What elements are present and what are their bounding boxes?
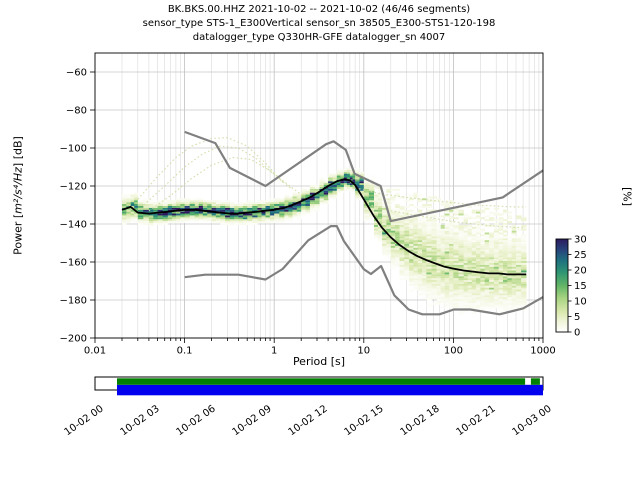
- colorbar: 0 5 10 15 20 25 30: [555, 235, 587, 339]
- y-tick-label: −120: [60, 182, 87, 193]
- x-tick-label: 1000: [530, 346, 555, 357]
- y-tick-label: −60: [66, 68, 87, 79]
- y-tick-label: −200: [60, 334, 87, 345]
- colorbar-tick-label: 0: [574, 328, 580, 339]
- colorbar-tick-label: 15: [574, 281, 587, 292]
- colorbar-tick-label: 20: [574, 266, 587, 277]
- time-tick-label: 10-03 00: [511, 403, 554, 438]
- x-tick-label: 100: [444, 346, 463, 357]
- nlnm-line: [184, 225, 544, 316]
- psd-histogram: [122, 167, 527, 315]
- time-tick-label: 10-02 03: [119, 403, 162, 438]
- y-tick-label: −100: [60, 144, 87, 155]
- y-tick-label: −80: [66, 106, 87, 117]
- psd-mean-line: [121, 178, 527, 276]
- noise-model-lines: [184, 130, 544, 316]
- colorbar-tick-label: 30: [574, 235, 587, 246]
- coverage-bar: [94, 376, 544, 396]
- colorbar-tick-label: 10: [574, 297, 587, 308]
- time-tick-label: 10-02 12: [287, 403, 330, 438]
- low-probability-psd-traces: [137, 137, 527, 229]
- y-tick-label: −160: [60, 258, 87, 269]
- time-tick-label: 10-02 00: [63, 403, 106, 438]
- y-tick-label: −140: [60, 220, 87, 231]
- colorbar-tick-label: 25: [574, 250, 587, 261]
- coverage-data-segment: [117, 384, 543, 396]
- plot-title-line-2: sensor_type STS-1_E300Vertical sensor_sn…: [142, 18, 496, 29]
- plot-title-line-1: BK.BKS.00.HHZ 2021-10-02 -- 2021-10-02 (…: [167, 4, 471, 15]
- colorbar-tick-label: 5: [574, 312, 580, 323]
- x-axis-ticks: 0.01 0.1 1 10 100 1000: [84, 338, 556, 357]
- coverage-psd-segment: [530, 378, 540, 385]
- y-axis-ticks: −60 −80 −100 −120 −140 −160 −180 −200: [60, 68, 95, 345]
- x-axis-label: Period [s]: [292, 355, 346, 368]
- time-tick-label: 10-02 06: [175, 403, 218, 438]
- colorbar-gradient: [556, 239, 568, 332]
- x-tick-label: 0.01: [84, 346, 106, 357]
- time-axis-labels: 10-02 00 10-02 03 10-02 06 10-02 09 10-02 12…: [63, 403, 554, 438]
- nhnm-line: [184, 130, 544, 223]
- time-tick-label: 10-02 09: [231, 403, 274, 438]
- x-tick-label: 10: [357, 346, 370, 357]
- y-tick-label: −180: [60, 296, 87, 307]
- coverage-psd-segment: [117, 378, 526, 385]
- time-tick-label: 10-02 15: [343, 403, 386, 438]
- time-tick-label: 10-02 18: [399, 403, 442, 438]
- plot-title-line-3: datalogger_type Q330HR-GFE datalogger_sn…: [192, 32, 446, 43]
- x-tick-label: 1: [271, 346, 277, 357]
- axes-frame: [94, 52, 544, 339]
- time-tick-label: 10-02 21: [455, 403, 498, 438]
- x-tick-label: 0.1: [177, 346, 193, 357]
